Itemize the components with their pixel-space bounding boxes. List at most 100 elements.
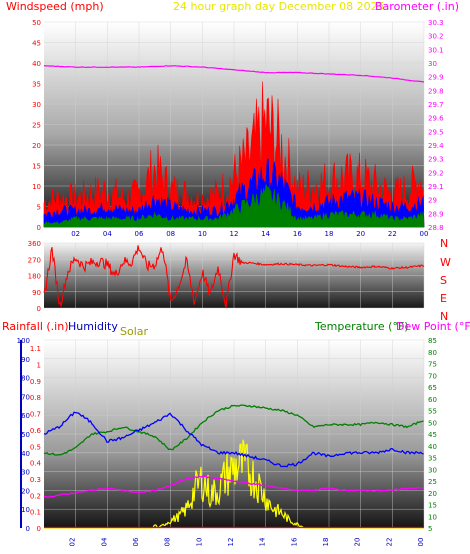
humidity-x-tick-label: 04 <box>100 537 108 546</box>
rain-y-tick-label: 0.4 <box>30 460 42 468</box>
humidity-y-tick-label: 30 <box>21 469 30 477</box>
direction-y-tick-label: 0 <box>37 305 41 313</box>
compass-label: W <box>440 256 451 269</box>
rain-y-tick-label: 0.8 <box>30 394 41 402</box>
temperature-y-tick-label: 40 <box>428 443 437 451</box>
wind-x-tick-label: 14 <box>261 230 270 238</box>
barometer-y-tick-label: 29.8 <box>428 87 444 95</box>
barometer-y-ticks: 28.8 28.9 29 29.1 29.2 29.3 29.4 29.5 29.6 29.7 29… <box>428 19 444 232</box>
rain-y-tick-label: 0.6 <box>30 427 42 435</box>
barometer-y-tick-label: 29.9 <box>428 74 444 82</box>
wind-x-tick-label: 22 <box>388 230 397 238</box>
wind-y-tick-label: 40 <box>32 60 41 68</box>
humidity-x-tick-label: 00 <box>417 538 425 547</box>
temperature-y-tick-label: 5 <box>428 525 432 533</box>
temperature-y-tick-label: 45 <box>428 431 437 439</box>
wind-x-ticks: 02 04 06 08 10 12 14 16 18 20 22 00 <box>71 230 428 238</box>
rain-y-tick-label: 0.5 <box>30 443 41 451</box>
humidity-y-ticks: 0 10 20 30 40 50 60 70 80 90 100 <box>17 337 30 533</box>
direction-y-tick-label: 90 <box>32 289 41 297</box>
temperature-axis-title: Temperature (°F) <box>314 320 409 333</box>
barometer-y-tick-label: 29 <box>428 197 437 205</box>
direction-series <box>43 245 425 309</box>
humidity-axis-title: Humidity <box>68 320 118 333</box>
humidity-y-tick-label: 10 <box>21 506 30 514</box>
rain-y-tick-label: 0.2 <box>30 492 41 500</box>
barometer-y-tick-label: 29.7 <box>428 101 444 109</box>
temperature-y-tick-label: 10 <box>428 513 437 521</box>
wind-y-tick-label: 30 <box>32 101 41 109</box>
temperature-y-tick-label: 75 <box>428 361 437 369</box>
barometer-y-tick-label: 29.4 <box>428 142 444 150</box>
humidity-x-tick-label: 06 <box>132 537 140 546</box>
wind-y-tick-label: 0 <box>37 224 41 232</box>
humidity-y-tick-label: 70 <box>21 393 30 401</box>
wind-x-tick-label: 18 <box>325 230 334 238</box>
rain-y-tick-label: 1.1 <box>30 345 41 353</box>
barometer-axis-title: Barometer (.in) <box>375 0 459 13</box>
compass-label: N <box>440 310 448 323</box>
humidity-x-tick-label: 18 <box>322 538 330 547</box>
temperature-y-tick-label: 55 <box>428 408 437 416</box>
humidity-x-tick-label: 20 <box>354 538 362 547</box>
temperature-y-tick-label: 60 <box>428 396 437 404</box>
compass-label: E <box>440 292 447 305</box>
compass-label: N <box>440 237 448 250</box>
solar-axis-title: Solar <box>120 325 149 338</box>
barometer-y-tick-label: 29.1 <box>428 183 444 191</box>
windspeed-axis-title: Windspeed (mph) <box>6 0 104 13</box>
temperature-y-tick-label: 20 <box>428 490 437 498</box>
wind-y-tick-label: 10 <box>32 183 41 191</box>
humidity-x-tick-label: 12 <box>227 538 235 547</box>
barometer-y-tick-label: 29.3 <box>428 156 444 164</box>
humidity-y-tick-label: 20 <box>21 487 30 495</box>
humidity-y-tick-label: 40 <box>21 450 30 458</box>
humidity-y-tick-label: 90 <box>21 356 30 364</box>
dewpoint-axis-title: Dew Point (°F) <box>396 320 470 333</box>
humidity-y-tick-label: 50 <box>21 431 30 439</box>
humidity-y-tick-label: 80 <box>21 375 30 383</box>
wind-x-tick-label: 08 <box>166 230 175 238</box>
rain-y-tick-label: 1 <box>37 362 41 370</box>
wind-y-tick-label: 45 <box>32 40 41 48</box>
barometer-y-tick-label: 29.2 <box>428 169 444 177</box>
direction-y-tick-label: 360 <box>28 240 41 248</box>
temperature-y-tick-label: 25 <box>428 478 437 486</box>
barometer-y-tick-label: 29.6 <box>428 115 444 123</box>
temperature-y-tick-label: 15 <box>428 502 437 510</box>
direction-y-ticks: 0 90 180 270 360 <box>28 240 41 313</box>
humidity-line <box>43 411 424 468</box>
humidity-x-tick-label: 08 <box>164 538 172 547</box>
barometer-y-tick-label: 30.3 <box>428 19 444 27</box>
wind-x-tick-label: 00 <box>420 230 429 238</box>
temperature-line <box>43 404 424 456</box>
rain-y-tick-label: 0.7 <box>30 411 41 419</box>
wind-x-tick-label: 02 <box>71 230 80 238</box>
temperature-y-tick-label: 35 <box>428 455 437 463</box>
rain-y-ticks: 0 0.1 0.2 0.3 0.4 0.5 0.6 0.7 0.8 0.9 1 1.1 <box>30 345 42 533</box>
barometer-y-tick-label: 28.9 <box>428 210 444 218</box>
humidity-x-ticks: 02 04 06 08 10 12 14 16 18 20 22 00 <box>69 537 425 546</box>
barometer-y-tick-label: 30.2 <box>428 33 444 41</box>
humidity-x-tick-label: 10 <box>195 538 203 547</box>
humidity-y-tick-label: 100 <box>17 337 30 345</box>
wind-x-tick-label: 04 <box>103 230 112 238</box>
temperature-y-tick-label: 30 <box>428 466 437 474</box>
temperature-y-ticks: 5 10 15 20 25 30 35 40 45 50 55 60 65 70 75 80 85 <box>428 337 437 533</box>
wind-y-tick-label: 20 <box>32 142 41 150</box>
humidity-y-tick-label: 60 <box>21 412 30 420</box>
compass-label: S <box>440 274 447 287</box>
wind-y-tick-label: 50 <box>32 19 41 27</box>
humidity-y-tick-label: 0 <box>26 525 30 533</box>
wind-x-tick-label: 20 <box>356 230 365 238</box>
direction-y-tick-label: 180 <box>28 273 41 281</box>
wind-series-average <box>43 158 425 228</box>
humidity-x-tick-label: 22 <box>385 538 393 547</box>
wind-x-tick-label: 10 <box>198 230 207 238</box>
wind-y-tick-label: 35 <box>32 81 41 89</box>
humidity-x-tick-label: 02 <box>69 538 77 547</box>
wind-y-tick-label: 5 <box>37 204 41 212</box>
wind-series <box>43 65 425 228</box>
